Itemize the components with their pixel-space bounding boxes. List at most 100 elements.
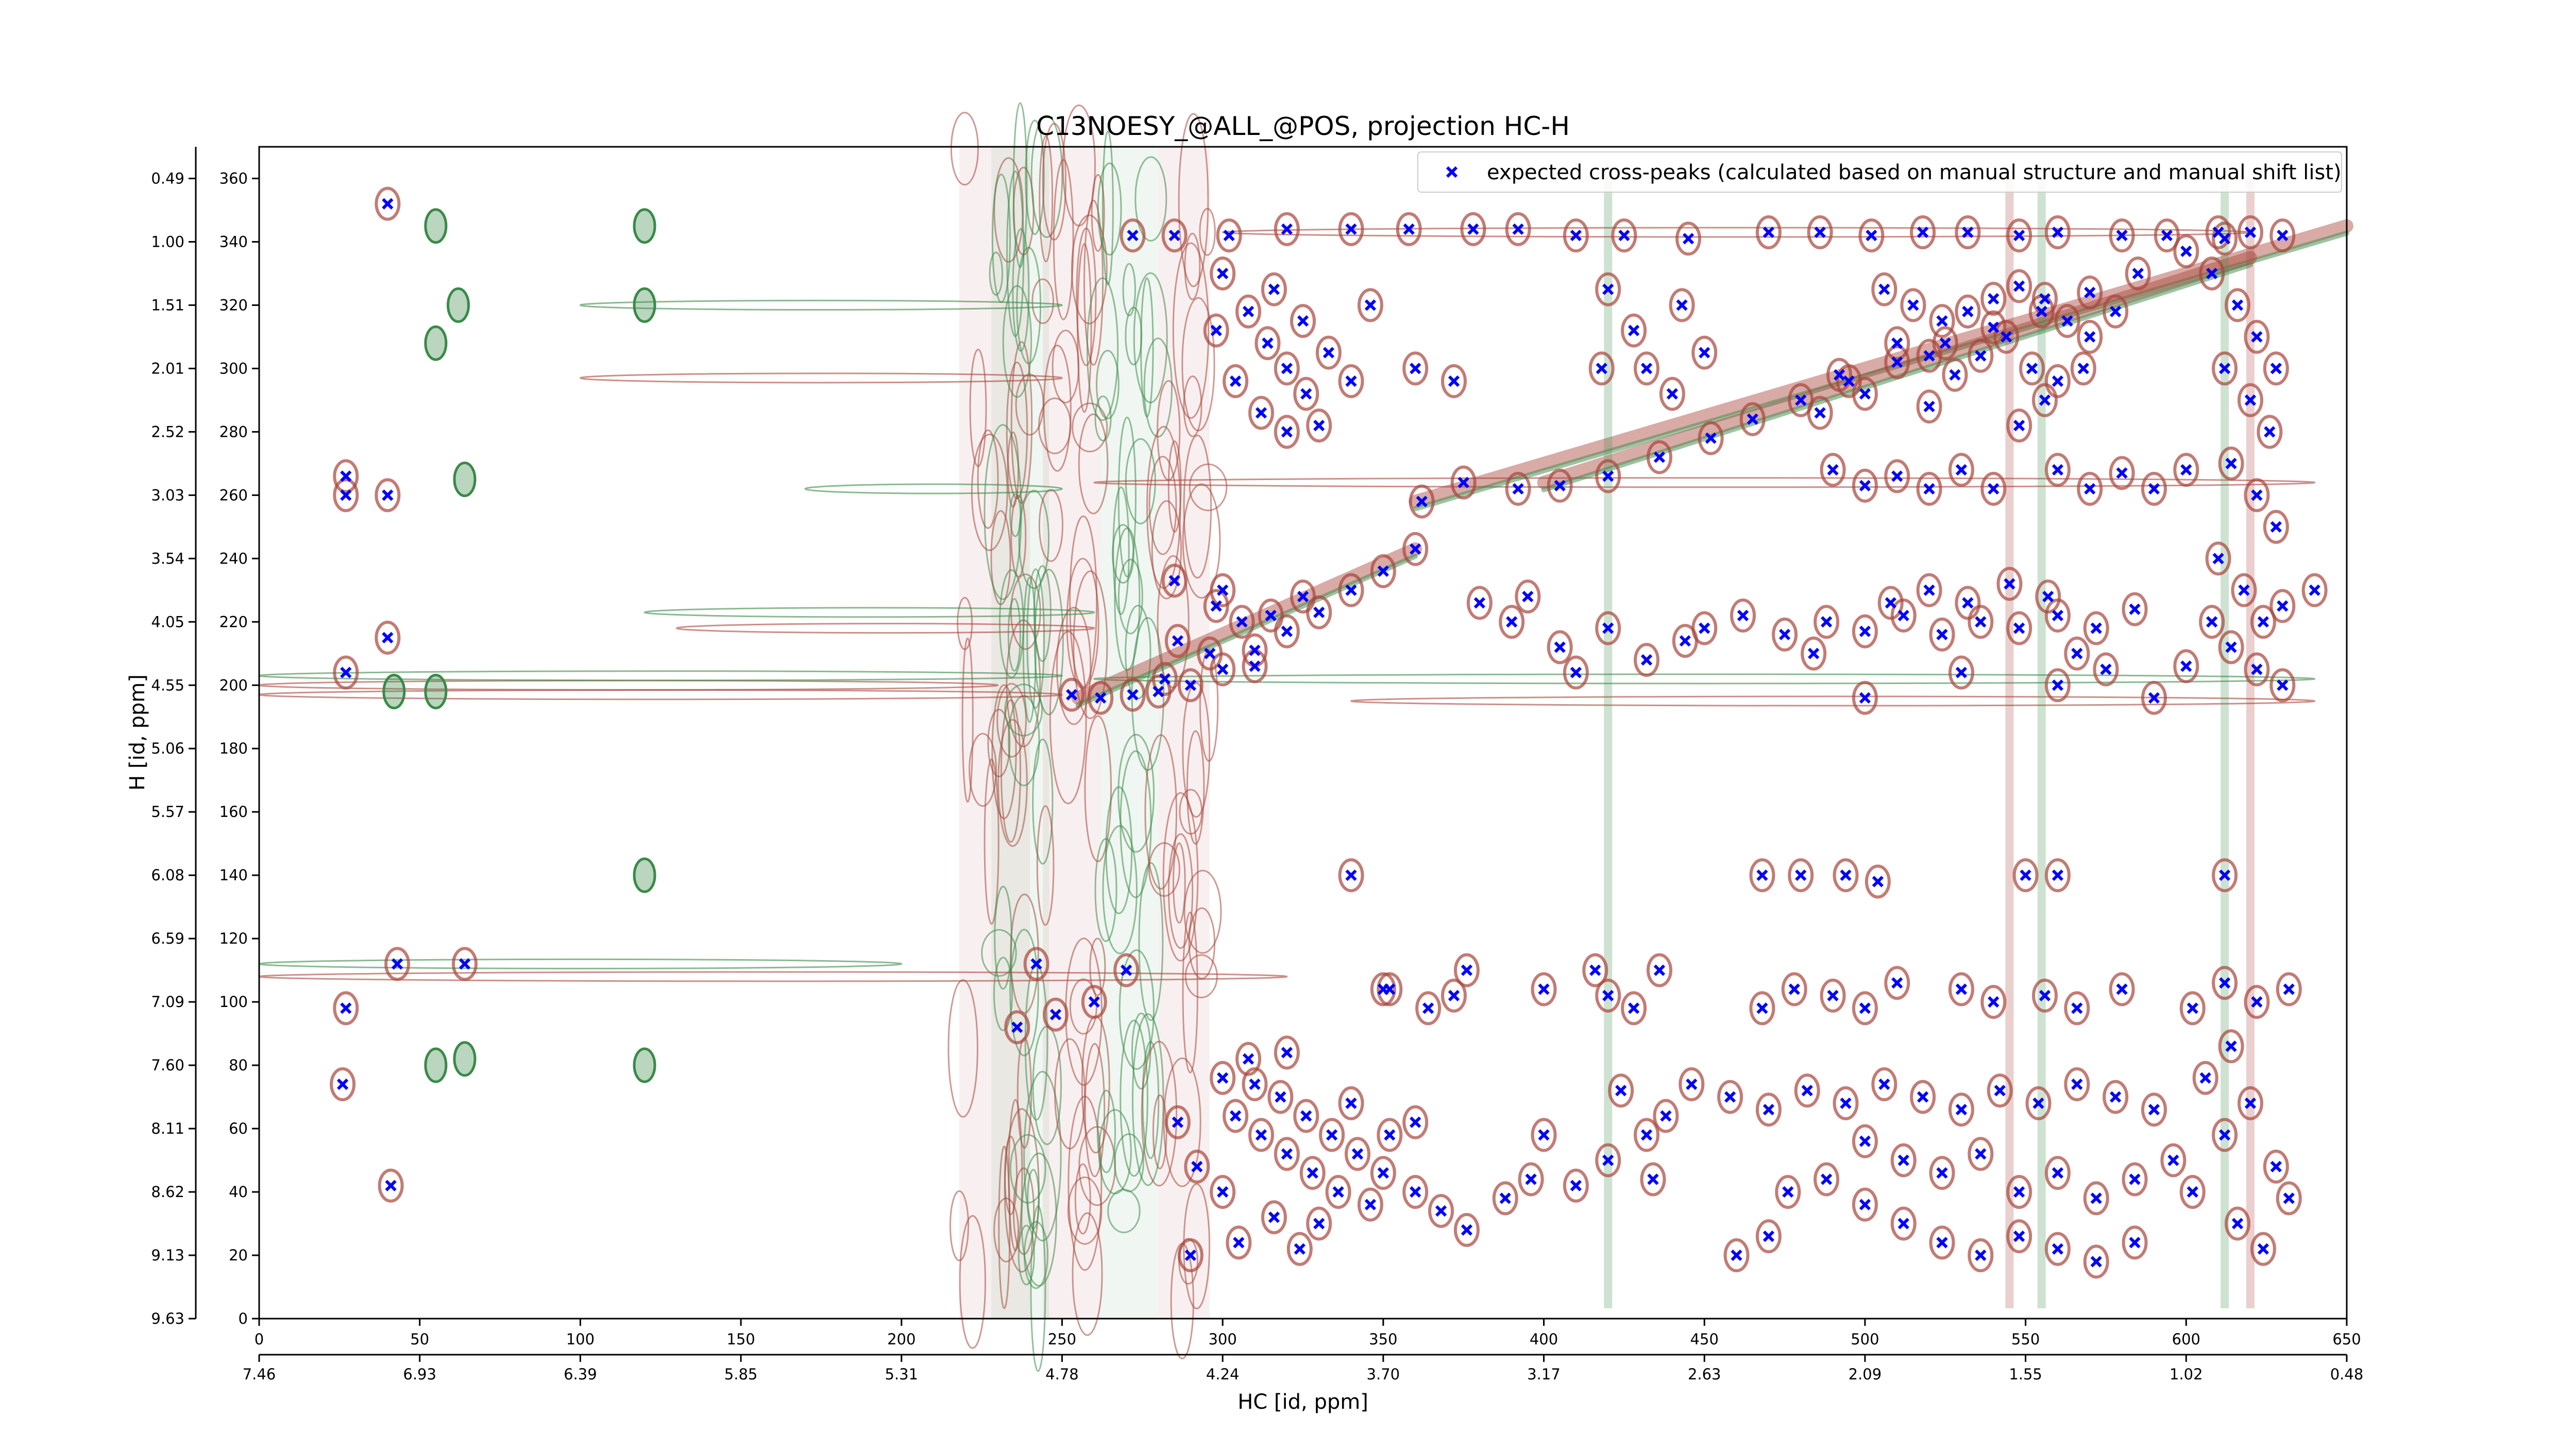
contour-peak (1377, 1118, 1403, 1152)
y-ppm-tick-label: 5.57 (151, 803, 184, 821)
contour-peak (2218, 446, 2244, 481)
contour-ring (1000, 699, 1022, 843)
marker-stroke (1647, 1173, 1659, 1185)
expected-peak-marker (1364, 1199, 1377, 1210)
contour-peak (2044, 1156, 2071, 1190)
expected-peak-marker (2218, 977, 2231, 989)
marker-stroke (2167, 1154, 2179, 1166)
contour-peak (1229, 605, 1255, 639)
contour-peak (2276, 972, 2302, 1006)
contour-peak (2109, 456, 2135, 490)
contour-peak (2122, 1162, 2148, 1197)
contour-peak (1788, 858, 1814, 893)
marker-stroke (1249, 644, 1261, 656)
contour-peak (2044, 453, 2071, 487)
marker-stroke (2148, 692, 2160, 704)
contour-peak (1396, 212, 1422, 246)
expected-peak-marker (1049, 1009, 1062, 1020)
marker-stroke (1410, 1186, 1421, 1198)
marker-stroke (1988, 996, 1999, 1008)
contour-peak (2083, 611, 2109, 645)
expected-peak-marker (1878, 283, 1890, 295)
contour-peak (2173, 649, 2199, 684)
expected-peak-marker (2251, 996, 2263, 1008)
contour-peak (2179, 1175, 2206, 1209)
marker-stroke (2039, 394, 2051, 406)
contour-ring (1114, 527, 1141, 671)
marker-stroke (1699, 347, 1710, 359)
expected-peak-marker (2251, 331, 2263, 343)
contour-ring (1167, 833, 1194, 949)
marker-stroke (1403, 223, 1415, 235)
contour-peak (1460, 212, 1486, 246)
contour-peak (1653, 1099, 1679, 1133)
contour-peak (1081, 985, 1107, 1019)
contour-ring (987, 708, 1011, 778)
marker-stroke (1172, 1116, 1184, 1128)
contour-peak (2160, 1143, 2187, 1177)
contour-peak (2225, 288, 2251, 322)
expected-peak-marker (1307, 1167, 1318, 1179)
contour-ring (1077, 243, 1092, 413)
contour-peak (2125, 256, 2151, 291)
contour-ring (989, 251, 1004, 296)
expected-peak-marker (1448, 989, 1460, 1001)
expected-peak-marker (2212, 553, 2224, 565)
marker-stroke (1843, 375, 1855, 387)
marker-stroke (1705, 432, 1717, 444)
y-ppm-tick-label: 8.11 (151, 1120, 184, 1137)
marker-stroke (2231, 1218, 2244, 1230)
expected-peak-marker (1255, 407, 1267, 419)
expected-peak-marker (1512, 223, 1524, 235)
contour-ring (1199, 208, 1216, 256)
contour-peak (1698, 421, 1724, 455)
contour-peak (1563, 655, 1589, 690)
expected-peak-marker (1345, 1097, 1357, 1109)
marker-stroke (2032, 1097, 2044, 1109)
expected-peak-marker (2270, 521, 2282, 533)
expected-peak-marker (2218, 1129, 2231, 1141)
marker-stroke (1955, 1104, 1968, 1116)
marker-stroke (1049, 1009, 1062, 1020)
contour-peak (2250, 1232, 2276, 1266)
contour-peak (1955, 215, 1981, 250)
contour-peak (1242, 1067, 1268, 1101)
x-tick-label: 250 (1048, 1330, 1076, 1348)
marker-stroke (1538, 1129, 1550, 1141)
y-tick-label: 300 (219, 360, 248, 377)
marker-stroke (1223, 230, 1235, 242)
expected-peak-marker (1384, 1129, 1396, 1141)
contour-ring (1006, 170, 1025, 337)
marker-stroke (1660, 1110, 1672, 1122)
contour-ring (1112, 524, 1134, 584)
contour-peak (333, 655, 359, 690)
y-tick-label: 140 (219, 866, 248, 884)
contour-peak (1293, 1099, 1319, 1133)
y-tick-label: 280 (219, 423, 248, 440)
marker-stroke (1602, 1154, 1614, 1166)
contour-peak (1929, 617, 1955, 652)
marker-stroke (1975, 1249, 1987, 1261)
marker-stroke (1554, 641, 1566, 653)
contour-peak (1306, 408, 1332, 443)
contour-peak (2205, 215, 2231, 250)
marker-stroke (2071, 1002, 2083, 1014)
expected-peak-marker (2129, 1237, 2141, 1249)
marker-stroke (1127, 689, 1139, 701)
expected-peak-marker (1682, 233, 1694, 245)
legend-label: expected cross-peaks (calculated based o… (1487, 161, 2342, 184)
y-axis-index: 0 20 40 60 80 100 120 140 160 180 200 220 240 260 280 3… (219, 169, 259, 1327)
contour-peak (2064, 991, 2090, 1026)
contour-peak (2269, 589, 2296, 623)
contour-peak (1370, 1156, 1396, 1190)
contour-peak (1223, 364, 1249, 398)
marker-stroke (2001, 331, 2012, 343)
contour-peak (1929, 1225, 1955, 1260)
marker-stroke (1988, 321, 1999, 333)
contour-peak (451, 947, 478, 981)
expected-peak-marker (1461, 1224, 1473, 1236)
marker-stroke (1917, 1091, 1929, 1103)
marker-stroke (2187, 1186, 2198, 1198)
x-ppm-tick-label: 6.93 (403, 1365, 436, 1383)
expected-peak-marker (2052, 226, 2064, 238)
